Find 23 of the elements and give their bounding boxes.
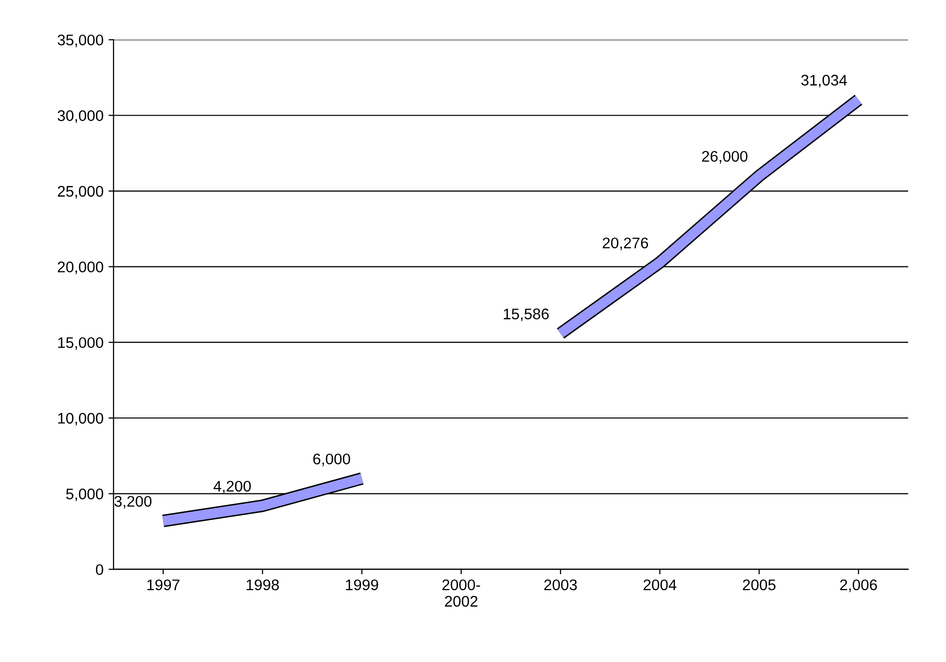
data-label: 20,276	[602, 238, 648, 250]
data-label: 31,034	[801, 74, 847, 88]
y-tick-label: 0	[96, 564, 104, 576]
data-label: 3,200	[114, 496, 152, 509]
y-tick-label: 10,000	[58, 412, 104, 426]
x-tick-label: 2000- 2002	[442, 579, 480, 607]
y-tick-label: 15,000	[58, 337, 104, 350]
x-tick-label: 1998	[246, 579, 279, 590]
x-tick-label: 1999	[346, 579, 378, 590]
y-tick-label: 25,000	[58, 186, 104, 199]
x-tick-label: 2003	[544, 579, 577, 590]
x-tick-label: 2004	[644, 579, 676, 590]
data-label: 6,000	[313, 454, 350, 466]
y-tick-label: 5,000	[66, 488, 104, 502]
y-tick-label: 30,000	[58, 110, 104, 123]
x-tick-label: 1997	[147, 579, 180, 590]
data-label: 15,586	[504, 308, 549, 322]
x-tick-label: 2005	[742, 579, 776, 590]
y-tick-label: 35,000	[58, 34, 104, 48]
y-tick-label: 20,000	[58, 262, 104, 274]
x-tick-label: 2,006	[840, 579, 877, 592]
data-label: 26,000	[702, 150, 748, 164]
data-label: 4,200	[214, 480, 251, 494]
